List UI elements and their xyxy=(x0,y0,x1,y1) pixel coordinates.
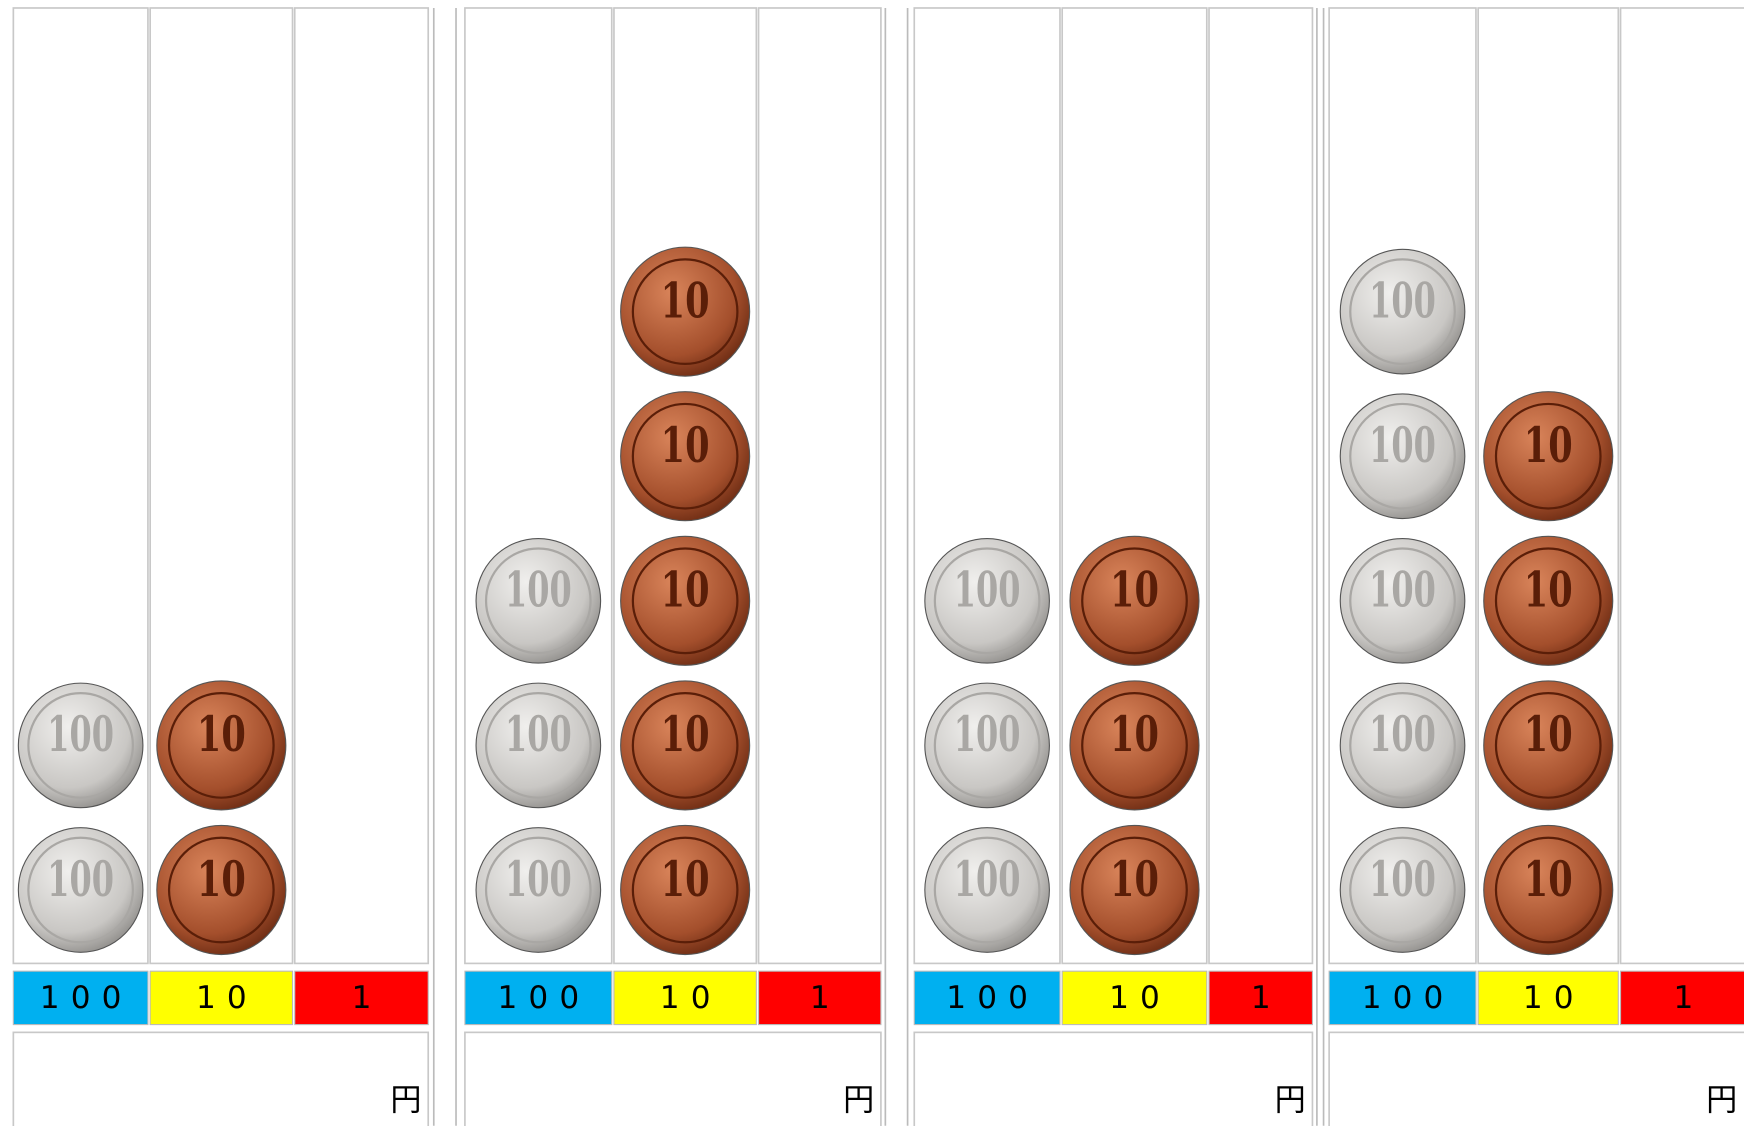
unit-label: 円 xyxy=(1706,1082,1737,1118)
coin-column xyxy=(1621,8,1744,963)
coin-engraving: 100 xyxy=(505,561,572,619)
coin-engraving: 10 xyxy=(661,850,710,908)
coin-engraving: 100 xyxy=(1369,850,1436,908)
coin-engraving: 100 xyxy=(47,705,114,763)
denomination-label: 10 xyxy=(196,980,258,1016)
coin-engraving: 10 xyxy=(661,561,710,619)
denomination-label: 1 xyxy=(352,980,383,1016)
coin-engraving: 10 xyxy=(1524,705,1573,763)
denomination-label: 1 xyxy=(1673,980,1704,1016)
coin-column xyxy=(150,8,292,963)
coin-engraving: 10 xyxy=(661,705,710,763)
coin-column xyxy=(1209,8,1312,963)
answer-box xyxy=(1329,1032,1744,1126)
coin-engraving: 10 xyxy=(197,705,246,763)
coin-engraving: 10 xyxy=(1524,561,1573,619)
denomination-label: 10 xyxy=(1523,980,1585,1016)
unit-label: 円 xyxy=(1275,1082,1306,1118)
coin-column xyxy=(759,8,881,963)
coin-column xyxy=(465,8,612,963)
denomination-label: 100 xyxy=(40,980,133,1016)
page: {"panels": [ {"columns": [{"label": "100… xyxy=(0,0,1744,1126)
coin-engraving: 10 xyxy=(1524,850,1573,908)
denomination-label: 1 xyxy=(1251,980,1282,1016)
coin-column xyxy=(13,8,148,963)
coin-engraving: 100 xyxy=(954,561,1021,619)
answer-box xyxy=(465,1032,881,1126)
answer-box xyxy=(914,1032,1312,1126)
denomination-label: 100 xyxy=(1362,980,1455,1016)
coin-column xyxy=(295,8,428,963)
coin-column xyxy=(1062,8,1207,963)
coin-engraving: 100 xyxy=(1369,271,1436,329)
coin-engraving: 100 xyxy=(1369,705,1436,763)
coin-engraving: 100 xyxy=(505,850,572,908)
denomination-label: 10 xyxy=(1109,980,1171,1016)
coin-engraving: 100 xyxy=(954,705,1021,763)
coin-engraving: 10 xyxy=(661,271,710,329)
denomination-label: 100 xyxy=(497,980,590,1016)
coin-engraving: 100 xyxy=(1369,416,1436,474)
coin-engraving: 10 xyxy=(1110,705,1159,763)
unit-label: 円 xyxy=(843,1082,874,1118)
coin-column xyxy=(914,8,1060,963)
denomination-label: 1 xyxy=(810,980,841,1016)
coin-engraving: 10 xyxy=(197,850,246,908)
unit-label: 円 xyxy=(390,1082,421,1118)
coin-engraving: 10 xyxy=(661,416,710,474)
answer-box xyxy=(13,1032,428,1126)
coin-engraving: 100 xyxy=(505,705,572,763)
denomination-label: 10 xyxy=(660,980,722,1016)
coin-engraving: 100 xyxy=(47,850,114,908)
coin-engraving: 10 xyxy=(1110,561,1159,619)
coin-engraving: 10 xyxy=(1110,850,1159,908)
coin-engraving: 100 xyxy=(954,850,1021,908)
coin-engraving: 100 xyxy=(1369,561,1436,619)
worksheet: 100 100 100 10 10 10 1 円 100 100 100 100 10 10 10 10 10 1… xyxy=(0,0,1744,1126)
denomination-label: 100 xyxy=(946,980,1039,1016)
coin-engraving: 10 xyxy=(1524,416,1573,474)
